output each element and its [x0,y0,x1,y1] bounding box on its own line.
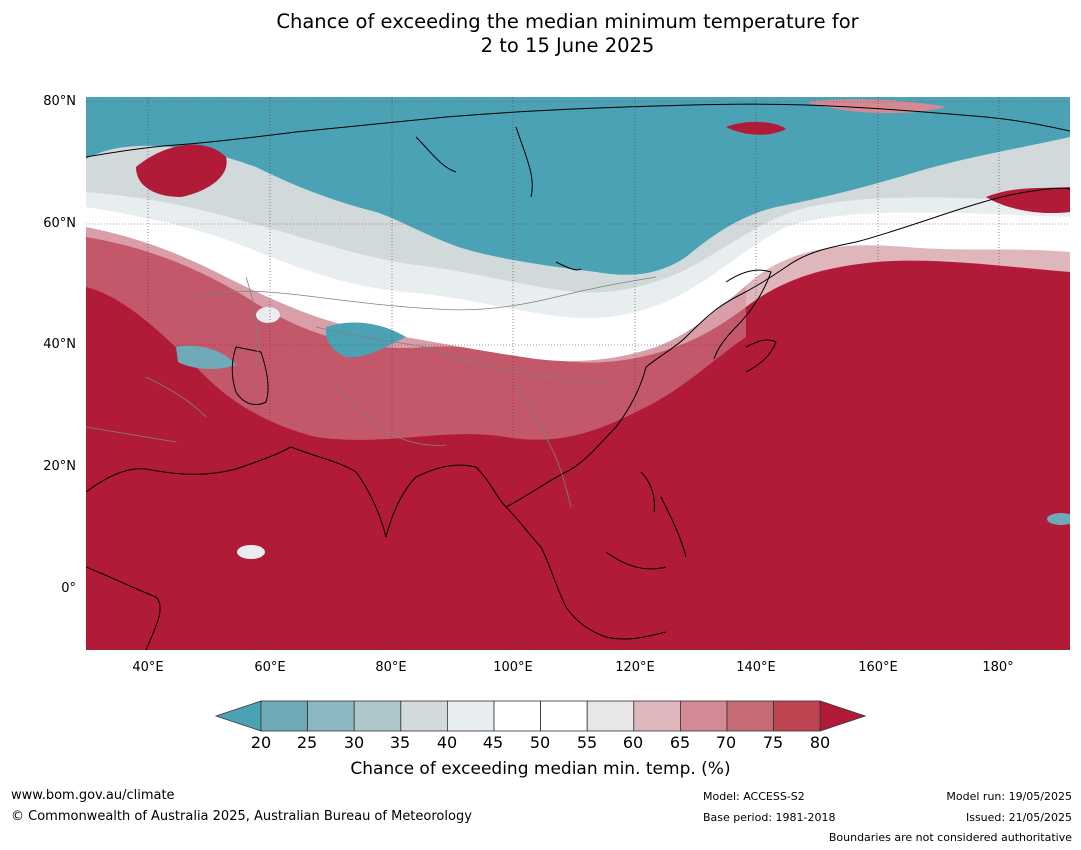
colorbar-swatch [680,700,728,732]
model-name: Model: ACCESS-S2 [703,790,805,803]
colorbar-tick-50: 50 [529,733,551,752]
map-canvas [86,97,1070,650]
gridlines [86,97,1070,650]
lon-label-140e: 140°E [736,660,776,675]
colorbar-tick-40: 40 [436,733,458,752]
colorbar-swatch [773,700,821,732]
title-line-1: Chance of exceeding the median minimum t… [276,10,859,33]
colorbar-swatch [260,700,308,732]
lat-label-20n: 20°N [43,459,76,474]
colorbar-tick-80: 80 [809,733,831,752]
model-run-date: Model run: 19/05/2025 [946,790,1072,803]
colorbar-extension-low [214,700,262,732]
lon-label-40e: 40°E [132,660,164,675]
base-period: Base period: 1981-2018 [703,811,836,824]
aral-sea [256,307,280,323]
colorbar-tick-45: 45 [482,733,504,752]
coastlines [86,103,1070,650]
colorbar-tick-35: 35 [389,733,411,752]
lon-label-180: 180° [982,660,1014,675]
colorbar-swatch [307,700,355,732]
lat-label-0: 0° [61,581,76,596]
warm-patch-bering [986,187,1070,214]
website-link[interactable]: www.bom.gov.au/climate [11,788,175,803]
lon-label-60e: 60°E [254,660,286,675]
boundaries-disclaimer: Boundaries are not considered authoritat… [828,831,1072,844]
lon-label-120e: 120°E [615,660,655,675]
lat-label-60n: 60°N [43,216,76,231]
lat-label-40n: 40°N [43,337,76,352]
country-borders [86,276,657,508]
colorbar-tick-20: 20 [250,733,272,752]
colorbar-swatch [586,700,635,732]
colorbar-swatch [726,700,774,732]
colorbar-extension-high [819,700,867,732]
colorbar-tick-75: 75 [762,733,784,752]
colorbar-swatch [353,700,402,732]
title-line-2: 2 to 15 June 2025 [480,34,655,57]
colorbar-tick-70: 70 [715,733,737,752]
colorbar-tick-65: 65 [669,733,691,752]
lat-label-80n: 80°N [43,94,76,109]
colorbar-tick-60: 60 [622,733,644,752]
copyright-text: © Commonwealth of Australia 2025, Austra… [11,809,472,824]
lon-label-80e: 80°E [375,660,407,675]
forecast-map [86,97,1070,650]
lon-label-160e: 160°E [858,660,898,675]
colorbar-tick-30: 30 [343,733,365,752]
colorbar-swatch [400,700,448,732]
low-chance-region [86,97,1070,275]
colorbar-tick-25: 25 [296,733,318,752]
colorbar-swatches [214,700,867,732]
colorbar-tick-55: 55 [576,733,598,752]
map-title: Chance of exceeding the median minimum t… [0,10,1081,58]
colorbar-swatch [493,700,541,732]
colorbar-swatch [540,700,588,732]
colorbar [214,700,867,732]
colorbar-swatch [633,700,681,732]
lon-label-100e: 100°E [493,660,533,675]
cool-spot-east-africa [237,545,265,559]
low-chance-caspian [176,345,236,369]
pink-patch-arctic [806,99,946,114]
warm-patch-east-siberia [726,121,786,135]
colorbar-label: Chance of exceeding median min. temp. (%… [350,759,731,779]
low-chance-central-asia [325,322,406,358]
colorbar-swatch [446,700,495,732]
cool-spot-pacific [1047,513,1070,525]
issued-date: Issued: 21/05/2025 [965,811,1072,824]
warm-patch-scandinavia [136,144,227,197]
